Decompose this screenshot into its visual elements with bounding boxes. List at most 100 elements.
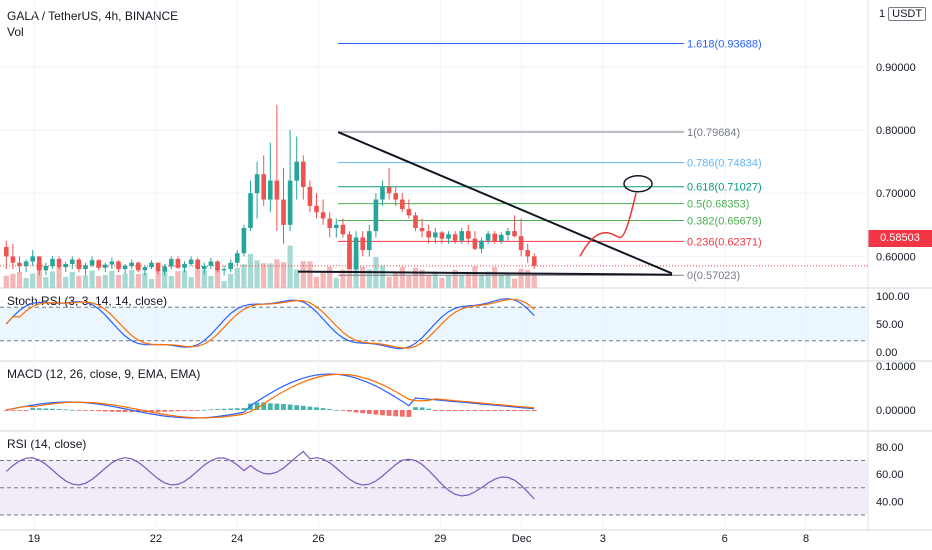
candle-body xyxy=(188,259,194,264)
macd-histogram-bar xyxy=(69,409,75,411)
candle-body xyxy=(175,258,181,268)
candle-body xyxy=(261,174,266,200)
volume-bar xyxy=(135,273,141,288)
fib-level-label: 0(0.57023) xyxy=(687,270,740,282)
volume-bar xyxy=(313,276,320,288)
candle-body xyxy=(56,258,62,268)
macd-histogram-bar xyxy=(419,407,425,410)
macd-histogram-bar xyxy=(314,407,319,410)
candlesticks xyxy=(4,104,537,276)
volume-bar xyxy=(465,271,471,288)
macd-tick-label: 0.00000 xyxy=(876,405,916,417)
volume-label[interactable]: Vol xyxy=(7,25,24,39)
candle-body xyxy=(347,234,352,270)
macd-label[interactable]: MACD (12, 26, close, 9, EMA, EMA) xyxy=(7,367,201,381)
fib-level-label: 1.618(0.93688) xyxy=(687,39,762,51)
support-line xyxy=(297,270,673,276)
macd-signal-line xyxy=(6,373,535,419)
macd-histogram-bar xyxy=(327,408,333,410)
fib-level-label: 1(0.79684) xyxy=(687,127,740,139)
macd-histogram-bar xyxy=(525,410,531,411)
candle-body xyxy=(393,193,398,200)
fib-level-label: 0.5(0.68353) xyxy=(687,199,749,211)
volume-bar xyxy=(115,274,122,288)
candle-body xyxy=(274,180,280,200)
macd-histogram-bar xyxy=(287,404,293,410)
price-tick-label: 0.60000 xyxy=(876,251,916,263)
candle-body xyxy=(235,253,240,263)
candle-body xyxy=(83,265,88,270)
candle-body xyxy=(433,232,438,238)
fib-level-label: 0.382(0.65679) xyxy=(687,216,762,228)
macd-histogram-bar xyxy=(188,410,194,411)
volume-bar xyxy=(3,275,9,288)
x-tick-label: 3 xyxy=(600,533,606,545)
volume-bar xyxy=(228,273,234,288)
candle-body xyxy=(314,205,319,213)
candle-body xyxy=(485,233,491,241)
candle-body xyxy=(532,256,537,266)
trend-drawings xyxy=(297,131,673,276)
macd-histogram-bar xyxy=(333,409,339,411)
candle-body xyxy=(136,262,141,271)
candle-body xyxy=(287,180,293,225)
macd-histogram-bar xyxy=(353,410,359,413)
volume-bar xyxy=(10,273,16,288)
target-ellipse xyxy=(623,175,653,193)
candle-body xyxy=(466,231,471,239)
volume-bar xyxy=(69,272,75,288)
volume-bar xyxy=(30,273,36,288)
candle-body xyxy=(169,258,174,267)
currency-selector[interactable]: 1 USDT xyxy=(879,7,927,21)
volume-bar xyxy=(525,269,531,288)
rsi-line xyxy=(5,450,535,500)
candle-body xyxy=(254,174,260,194)
macd-histogram-bar xyxy=(182,410,187,411)
volume-bar xyxy=(320,272,326,288)
rsi-label[interactable]: RSI (14, close) xyxy=(7,437,87,451)
macd-histogram-bar xyxy=(479,410,484,411)
candle-body xyxy=(96,260,101,268)
volume-bar xyxy=(445,275,452,288)
volume-bar xyxy=(129,269,135,288)
volume-bar xyxy=(89,270,95,288)
macd-histogram-bar xyxy=(360,410,366,414)
volume-bar xyxy=(168,275,174,288)
macd-histogram-bar xyxy=(248,403,253,410)
volume-bar xyxy=(386,276,392,288)
candle-body xyxy=(479,240,484,249)
candle-body xyxy=(142,267,148,271)
candle-body xyxy=(367,231,372,251)
macd-histogram-bar xyxy=(228,408,234,410)
volume-bar xyxy=(36,263,42,288)
symbol-title[interactable]: GALA / TetherUS, 4h, BINANCE xyxy=(7,9,179,23)
macd-histogram-bar xyxy=(96,410,102,412)
candle-body xyxy=(334,224,339,228)
stoch-tick-label: 100.00 xyxy=(876,291,910,303)
indicator-panes xyxy=(0,298,868,516)
candle-body xyxy=(439,232,445,239)
candle-body xyxy=(400,199,405,210)
currency-prefix: 1 xyxy=(879,8,886,20)
macd-histogram-bar xyxy=(155,410,161,412)
volume-bar xyxy=(254,260,260,288)
candle-body xyxy=(248,193,253,228)
macd-histogram-bar xyxy=(432,410,438,411)
macd-histogram-bar xyxy=(201,409,207,411)
macd-histogram-bar xyxy=(254,402,260,410)
candle-body xyxy=(10,256,16,263)
macd-histogram-bar xyxy=(347,410,352,412)
volume-bar xyxy=(181,270,188,288)
candle-body xyxy=(43,265,49,271)
x-tick-label: 26 xyxy=(312,533,324,545)
macd-histogram-bar xyxy=(366,410,372,414)
macd-histogram-bar xyxy=(380,410,385,416)
stoch-rsi-label[interactable]: Stoch RSI (3, 3, 14, 14, close) xyxy=(7,294,168,308)
projection-path xyxy=(579,193,637,257)
macd-histogram-bar xyxy=(168,410,174,412)
candle-body xyxy=(50,258,55,266)
volume-bar xyxy=(214,269,221,288)
candle-body xyxy=(109,261,115,265)
candle-body xyxy=(294,161,299,181)
